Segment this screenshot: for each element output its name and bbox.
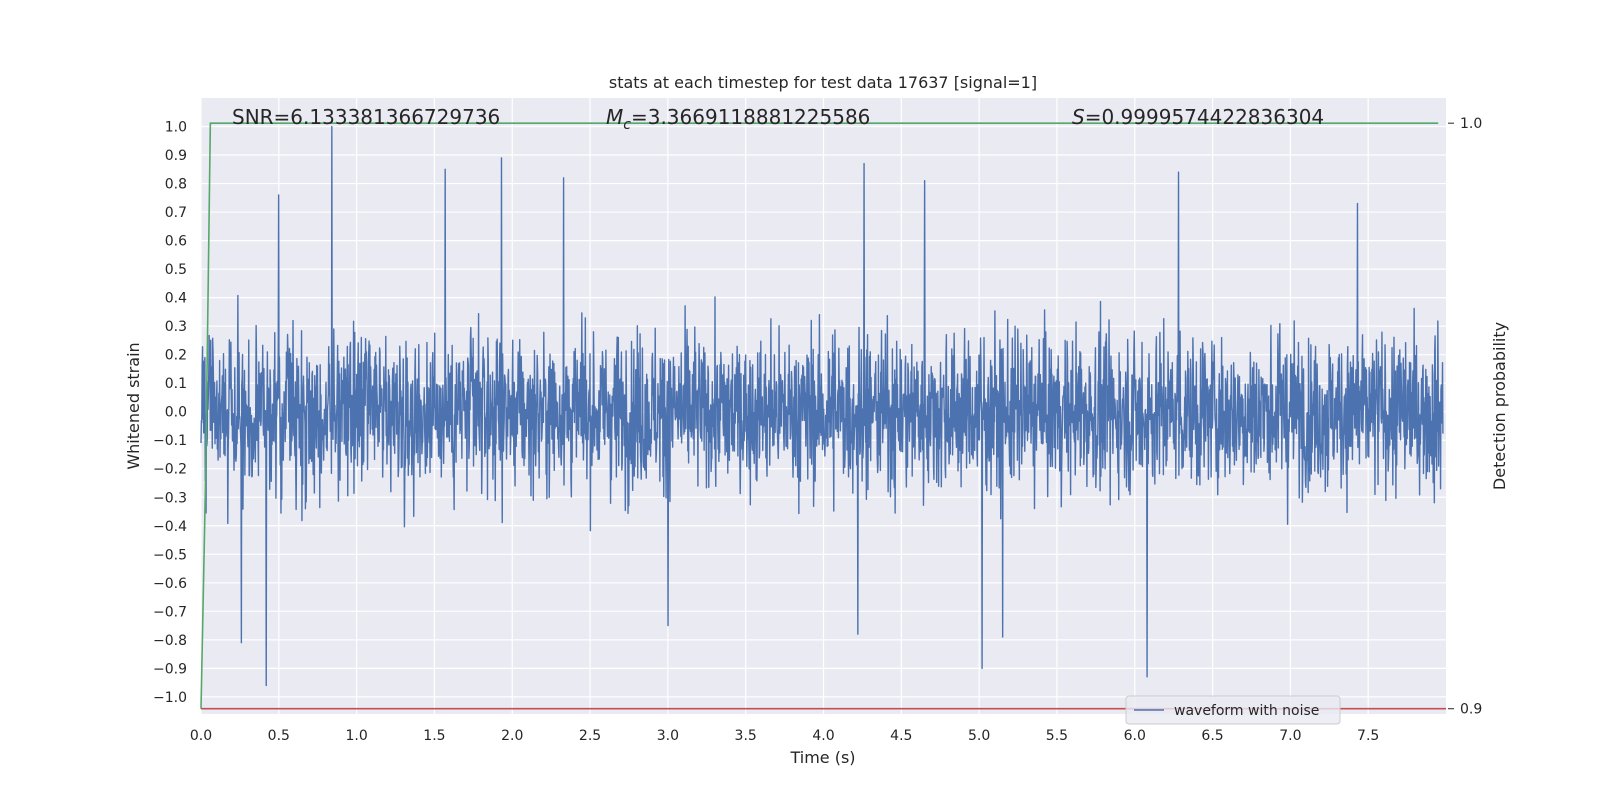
y-tick-label: 0.1: [165, 376, 187, 392]
y-tick-label: −0.8: [153, 633, 187, 649]
snr-annotation: SNR=6.133381366729736: [232, 105, 500, 129]
y-tick-label: −0.6: [153, 576, 187, 592]
x-tick-label: 4.5: [890, 728, 912, 744]
x-tick-label: 4.0: [812, 728, 834, 744]
chirp-mass-subscript: c: [623, 117, 631, 133]
x-tick-label: 1.0: [345, 728, 367, 744]
y-tick-label: −0.5: [153, 547, 187, 563]
x-tick-label: 6.0: [1124, 728, 1146, 744]
chirp-mass-value: =3.3669118881225586: [631, 105, 870, 129]
x-axis-ticks: 0.0 0.5 1.0 1.5 2.0 2.5 3.0 3.5 4.0 4.5 5.0 5.5 6.0 6…: [190, 728, 1379, 744]
y-tick-label: −0.2: [153, 462, 187, 478]
x-tick-label: 7.0: [1279, 728, 1301, 744]
x-axis-label: Time (s): [789, 748, 855, 767]
y2-tick-label: 1.0: [1460, 116, 1482, 132]
y-tick-label: 0.9: [165, 148, 187, 164]
x-tick-label: 2.0: [501, 728, 523, 744]
waveform-line: [200, 125, 1444, 687]
y-tick-label: −0.7: [153, 604, 187, 620]
x-tick-label: 7.5: [1357, 728, 1379, 744]
x-tick-label: 6.5: [1201, 728, 1223, 744]
detection-probability-line: [200, 122, 1439, 709]
y-tick-label: 0.7: [165, 205, 187, 221]
y-tick-label: −1.0: [153, 690, 187, 706]
y-tick-label: −0.9: [153, 661, 187, 677]
x-tick-label: 0.0: [190, 728, 212, 744]
x-tick-label: 3.5: [735, 728, 757, 744]
y-tick-label: 0.6: [165, 234, 187, 250]
legend-box: [1125, 695, 1341, 725]
y2-axis-label: Detection probability: [1490, 322, 1509, 490]
y2-tick-label: 0.9: [1460, 702, 1482, 718]
detection-score-annotation: S=0.9999574422836304: [1072, 105, 1324, 129]
chart-title: stats at each timestep for test data 176…: [609, 73, 1037, 92]
x-tick-label: 2.5: [579, 728, 601, 744]
legend: waveform with noise: [1125, 695, 1341, 725]
detection-score-value: =0.9999574422836304: [1085, 105, 1324, 129]
chirp-mass-symbol: M: [606, 105, 623, 129]
x-tick-label: 3.0: [657, 728, 679, 744]
chirp-mass-annotation: Mc=3.3669118881225586: [606, 105, 870, 133]
y-tick-label: 1.0: [165, 120, 187, 136]
y-tick-label: −0.1: [153, 433, 187, 449]
y-tick-label: 0.0: [165, 405, 187, 421]
x-tick-label: 5.0: [968, 728, 990, 744]
y-tick-label: 0.4: [165, 291, 187, 307]
y-tick-label: 0.3: [165, 319, 187, 335]
y2-axis-ticks: 1.0 0.9: [1448, 116, 1482, 718]
detection-score-symbol: S: [1072, 105, 1085, 129]
x-tick-label: 0.5: [268, 728, 290, 744]
y-tick-label: 0.8: [165, 177, 187, 193]
y-tick-label: −0.3: [153, 490, 187, 506]
y-tick-label: 0.2: [165, 348, 187, 364]
x-tick-label: 1.5: [423, 728, 445, 744]
y-tick-label: −0.4: [153, 519, 187, 535]
y-axis-ticks: 1.0 0.9 0.8 0.7 0.6 0.5 0.4 0.3 0.2 0.1 0.0 −0.1 −0.…: [153, 120, 187, 706]
x-tick-label: 5.5: [1046, 728, 1068, 744]
legend-label-waveform: waveform with noise: [1174, 703, 1319, 719]
series-waveform-with-noise: [200, 125, 1444, 687]
y-tick-label: 0.5: [165, 262, 187, 278]
y-axis-label: Whitened strain: [124, 342, 143, 469]
